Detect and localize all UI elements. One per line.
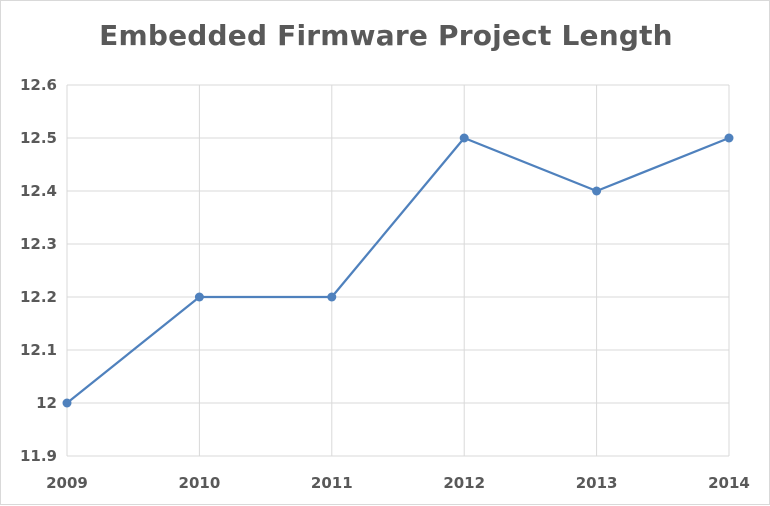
- x-tick-label: 2012: [443, 474, 485, 492]
- y-tick-label: 12.4: [20, 182, 57, 200]
- grid-lines: [66, 84, 730, 457]
- x-tick-label: 2011: [311, 474, 353, 492]
- x-axis-tick-labels: 2009 2010 2011 2012 2013 2014: [46, 474, 750, 492]
- x-tick-label: 2013: [576, 474, 618, 492]
- y-tick-label: 11.9: [20, 447, 57, 465]
- x-tick-label: 2009: [46, 474, 88, 492]
- data-point: [62, 398, 72, 408]
- y-tick-label: 12.6: [20, 76, 57, 94]
- y-tick-label: 12: [36, 394, 57, 412]
- data-point: [194, 292, 204, 302]
- y-tick-label: 12.5: [20, 129, 57, 147]
- y-axis-tick-labels: 11.9 12 12.1 12.2 12.3 12.4 12.5 12.6: [20, 76, 57, 465]
- data-point: [724, 133, 734, 143]
- data-point: [459, 133, 469, 143]
- y-tick-label: 12.3: [20, 235, 57, 253]
- y-tick-label: 12.2: [20, 288, 57, 306]
- data-point: [592, 186, 602, 196]
- series-line: [66, 136, 730, 404]
- chart-title: Embedded Firmware Project Length: [99, 19, 673, 52]
- y-tick-label: 12.1: [20, 341, 57, 359]
- data-point: [327, 292, 337, 302]
- series-layer: [62, 133, 734, 408]
- x-tick-label: 2014: [708, 474, 750, 492]
- x-tick-label: 2010: [179, 474, 221, 492]
